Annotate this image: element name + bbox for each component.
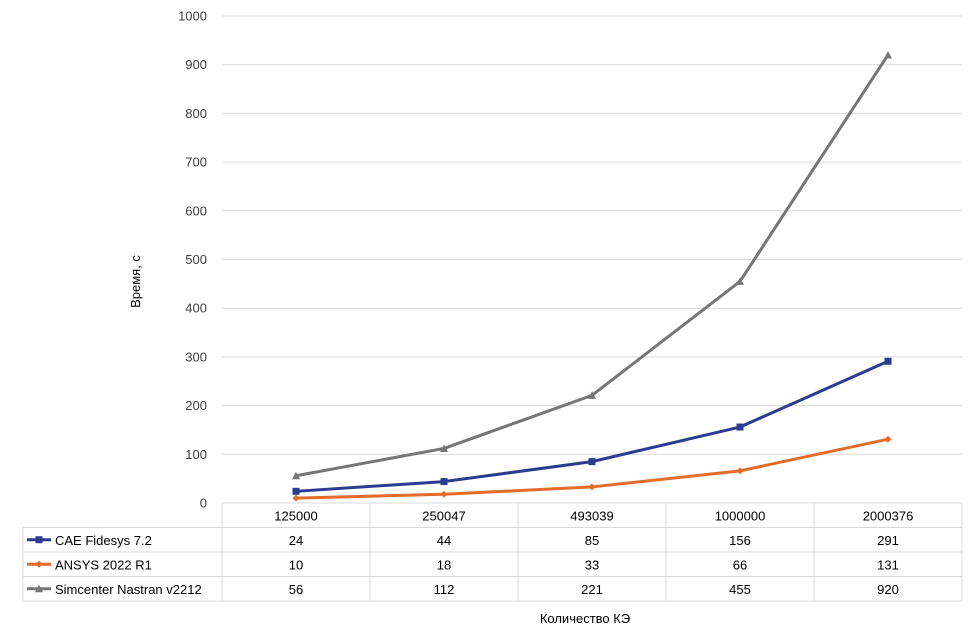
legend-key-marker-1	[35, 560, 43, 568]
table-cell-1-4: 131	[877, 557, 899, 572]
y-tick-label-8: 800	[185, 106, 207, 121]
data-point-2-2	[588, 391, 596, 399]
data-point-2-3	[736, 277, 744, 285]
y-axis-tick-labels: 0 100 200 300 400 500 600 700 800 900 1000	[178, 9, 207, 511]
x-category-label-4: 2000376	[863, 508, 914, 523]
x-category-label-0: 125000	[274, 508, 317, 523]
y-tick-label-10: 1000	[178, 9, 207, 24]
y-tick-label-9: 900	[185, 57, 207, 72]
data-point-1-0	[292, 494, 300, 502]
table-cell-1-3: 66	[733, 557, 747, 572]
table-cell-2-2: 221	[581, 582, 603, 597]
gridlines	[222, 15, 962, 504]
y-tick-label-3: 300	[185, 349, 207, 364]
y-tick-label-5: 500	[185, 252, 207, 267]
table-cell-0-2: 85	[585, 533, 599, 548]
table-cell-1-0: 10	[289, 557, 303, 572]
table-cell-2-4: 920	[877, 582, 899, 597]
table-cell-0-0: 24	[289, 533, 303, 548]
legend-label-1: ANSYS 2022 R1	[55, 557, 152, 572]
data-point-0-0	[292, 487, 300, 495]
legend-label-2: Simcenter Nastran v2212	[55, 582, 202, 597]
y-tick-label-7: 700	[185, 155, 207, 170]
data-table: 125000 250047 493039 1000000 2000376 CAE Fide…	[22, 502, 963, 602]
table-cell-1-1: 18	[437, 557, 451, 572]
y-tick-label-4: 400	[185, 301, 207, 316]
data-point-2-0	[292, 471, 300, 480]
x-category-label-3: 1000000	[715, 508, 766, 523]
legend-key-marker-2	[35, 584, 43, 593]
table-cell-0-1: 44	[437, 533, 451, 548]
series-line-0	[294, 359, 890, 493]
table-cell-2-0: 56	[289, 582, 303, 597]
y-tick-label-6: 600	[185, 203, 207, 218]
data-point-1-2	[588, 483, 596, 491]
table-cell-0-4: 291	[877, 533, 899, 548]
data-point-2-4	[884, 50, 892, 59]
data-point-1-3	[736, 467, 744, 475]
data-point-1-1	[440, 490, 448, 498]
table-cell-2-3: 455	[729, 582, 751, 597]
x-category-label-2: 493039	[570, 508, 613, 523]
data-point-2-1	[440, 444, 448, 452]
x-axis-title: Количество КЭ	[540, 611, 630, 626]
table-cell-2-1: 112	[434, 582, 455, 597]
y-tick-label-2: 200	[185, 398, 207, 413]
series-markers	[292, 50, 892, 502]
data-point-1-4	[884, 435, 892, 443]
series-line-2	[294, 53, 890, 478]
x-category-label-1: 250047	[422, 508, 465, 523]
data-point-0-4	[884, 357, 892, 365]
y-axis-title: Время, с	[128, 255, 143, 308]
data-point-0-3	[736, 423, 744, 431]
y-tick-label-0: 0	[200, 496, 207, 511]
table-cell-1-2: 33	[585, 557, 599, 572]
table-cell-0-3: 156	[729, 533, 751, 548]
series-lines	[294, 53, 890, 500]
y-tick-label-1: 100	[185, 447, 207, 462]
legend-label-0: CAE Fidesys 7.2	[55, 533, 152, 548]
data-point-0-1	[440, 478, 448, 486]
legend-key-marker-0	[35, 536, 43, 544]
data-point-0-2	[588, 458, 596, 466]
